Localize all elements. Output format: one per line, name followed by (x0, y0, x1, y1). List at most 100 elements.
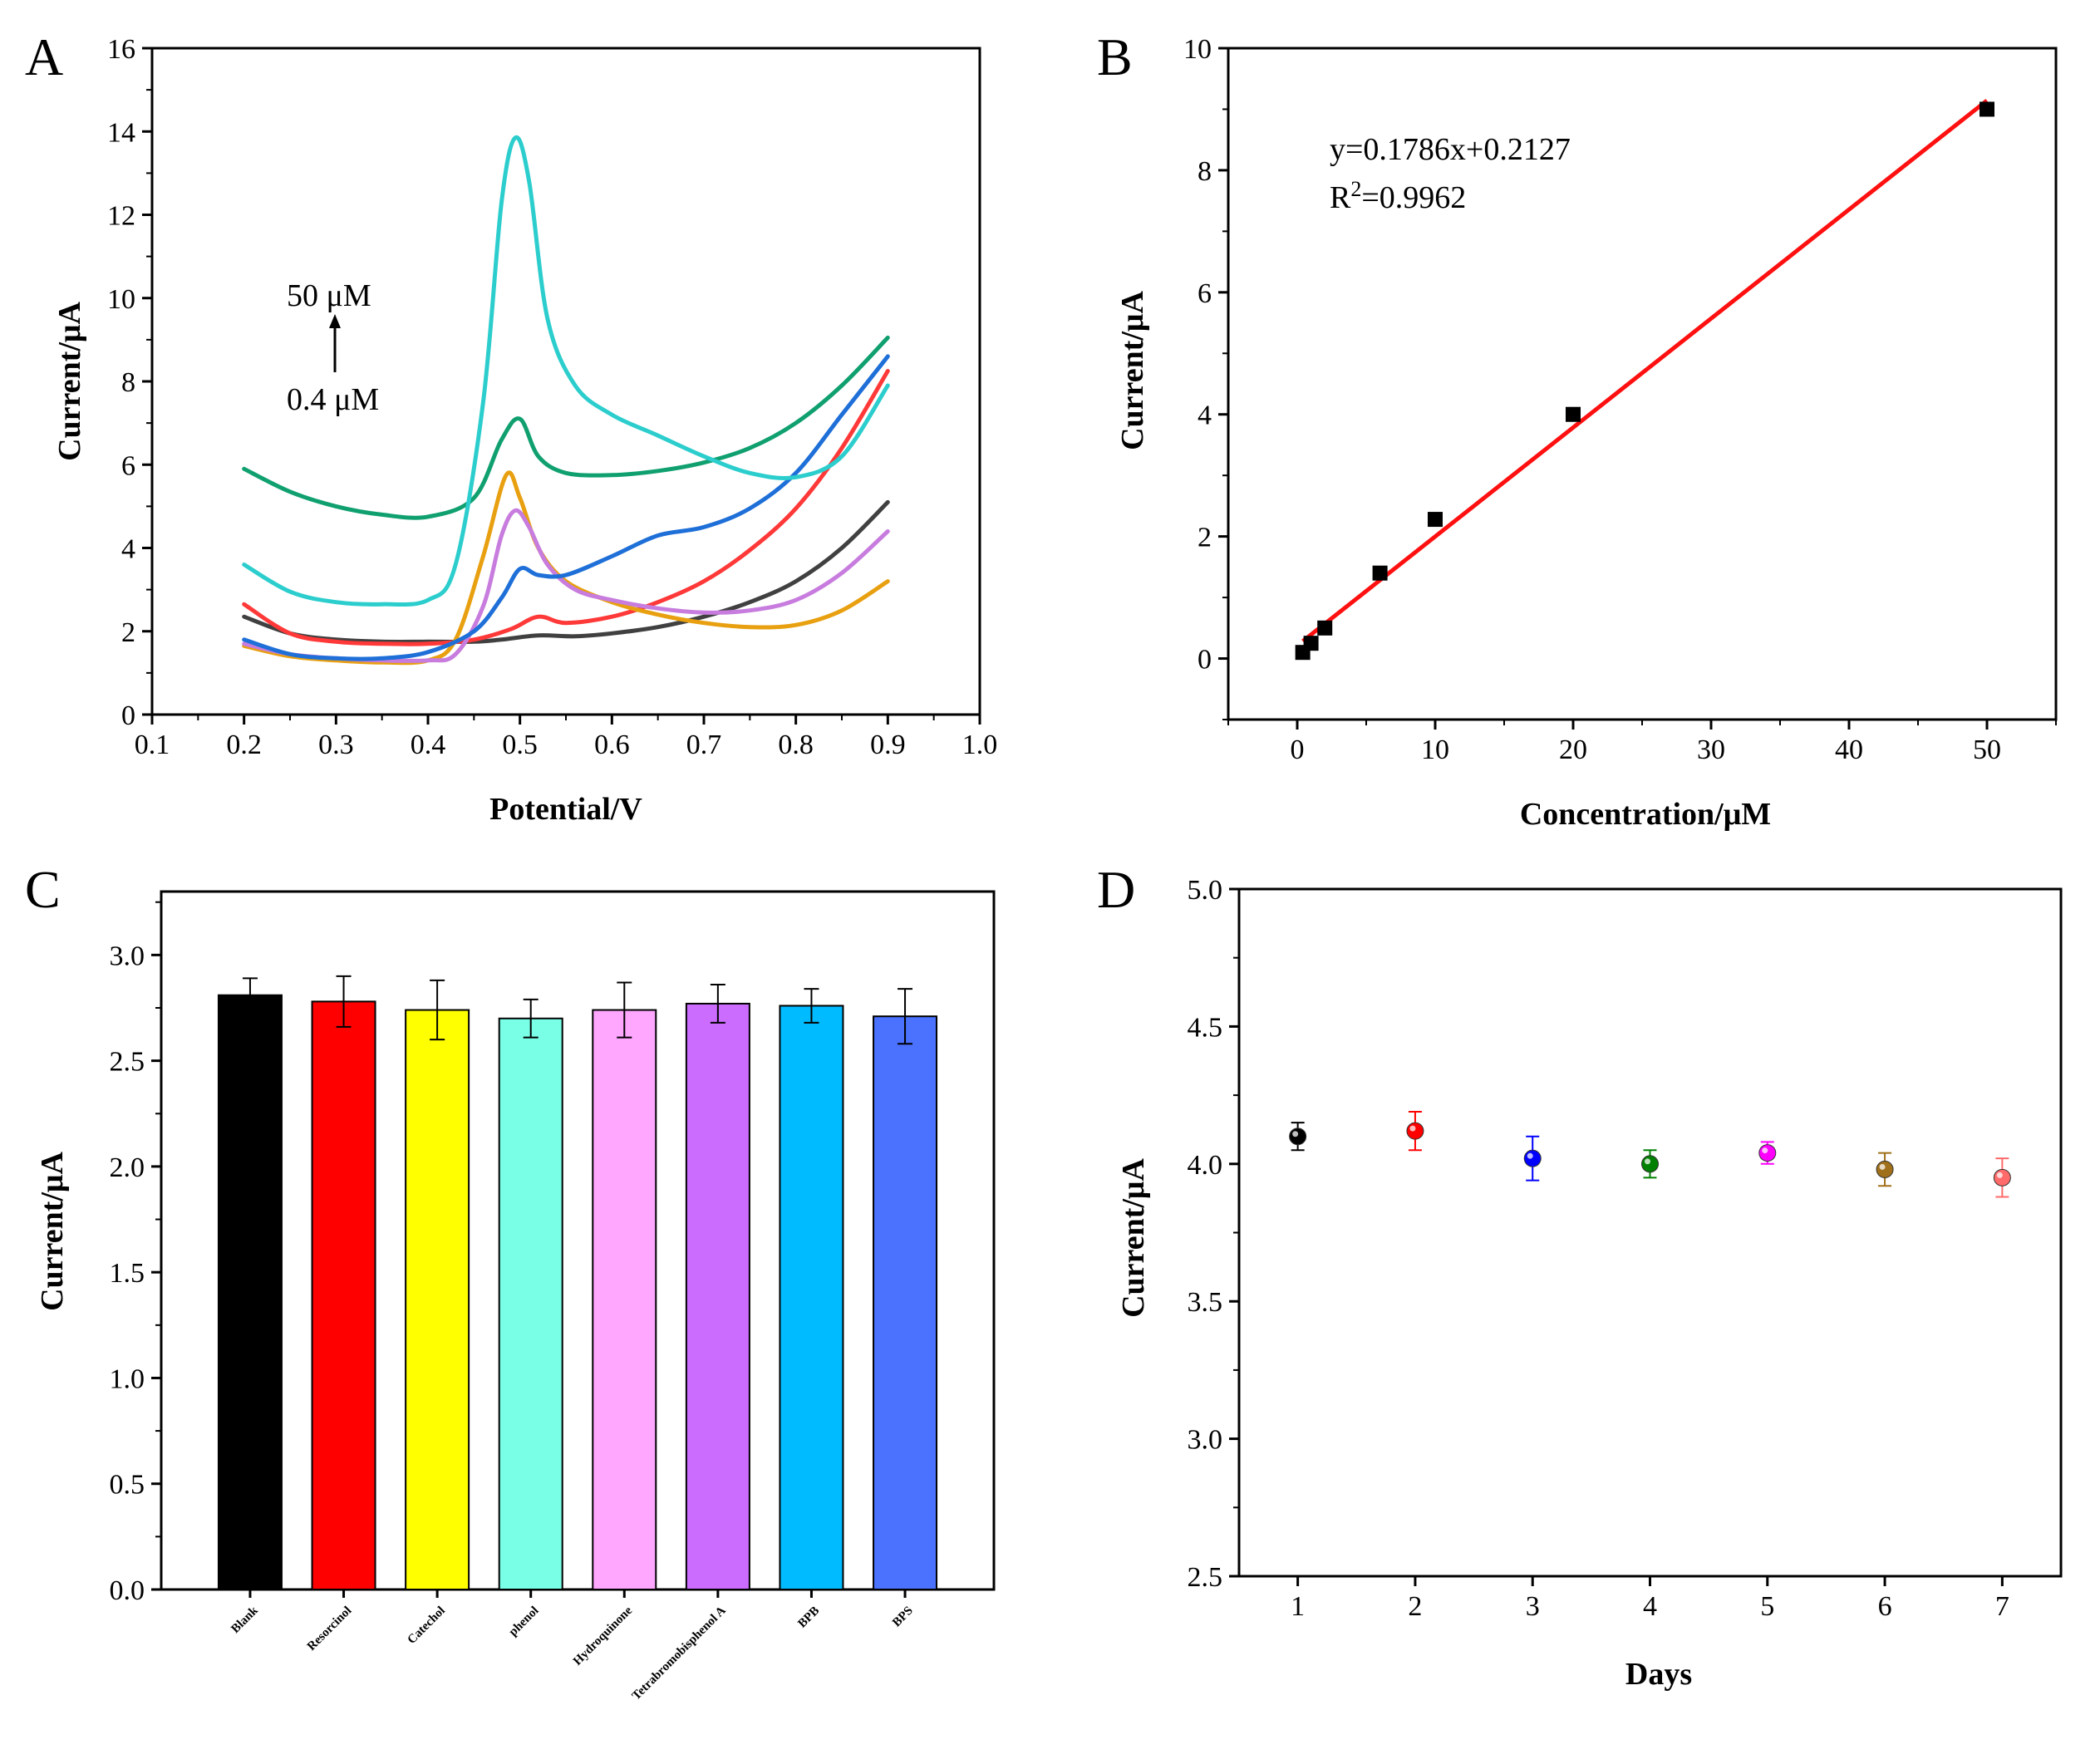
panel-d-x-tick-label: 2 (1408, 1591, 1422, 1622)
panel-d-y-tick-label: 4.0 (1188, 1150, 1223, 1181)
panel-b-y-tick-label: 6 (1198, 278, 1212, 309)
panel-d-x-tick-label: 6 (1878, 1591, 1892, 1622)
panel-d-data-point (1641, 1155, 1659, 1173)
panel-a-y-tick-label: 16 (107, 34, 135, 65)
panel-c-y-tick-label: 2.5 (110, 1047, 145, 1078)
panel-a-series-line (242, 369, 890, 646)
panel-a-annotation-bottom: 0.4 μM (287, 382, 379, 417)
panel-d-x-tick-label: 5 (1760, 1591, 1774, 1622)
panel-a-x-tick-label: 0.7 (686, 730, 722, 760)
panel-a-y-tick-label: 12 (107, 201, 135, 232)
panel-d-y-axis-label: Current/μA (1116, 1158, 1151, 1318)
panel-a-x-tick-label: 0.9 (870, 730, 906, 760)
panel-d-axis-ticks: 1 2 3 4 5 6 7 2.5 3.0 3.5 4.0 4.5 5.0 (1188, 875, 2009, 1622)
panel-a-y-tick-label: 8 (121, 367, 135, 398)
panel-d-data-point (1406, 1122, 1424, 1140)
panel-b-equation: y=0.1786x+0.2127 (1330, 132, 1571, 167)
panel-d-x-tick-label: 4 (1643, 1591, 1657, 1622)
panel-d-point-highlight (1996, 1172, 2003, 1178)
panel-d-data-point (1523, 1149, 1542, 1167)
panel-c-bar (498, 1017, 563, 1590)
panel-a-series (242, 135, 890, 666)
panel-d-y-tick-label: 5.0 (1188, 875, 1223, 906)
panel-d-point-highlight (1409, 1125, 1416, 1132)
panel-a-y-tick-label: 14 (107, 117, 135, 148)
panel-c-category-label: phenol (507, 1604, 542, 1639)
panel-c: C 0.0 0.5 1.0 1.5 2.0 2.5 3.0 Blank Resorcinol C… (25, 860, 996, 1702)
panel-c-bar (779, 1005, 844, 1591)
panel-c-category-label: Blank (229, 1604, 261, 1636)
panel-d-y-tick-label: 3.0 (1188, 1425, 1223, 1456)
panel-b-label: B (1097, 27, 1133, 86)
panel-c-category-label: Catechol (406, 1604, 448, 1647)
panel-c-category-label: Resorcinol (305, 1604, 354, 1653)
panel-b-r-squared: R2=0.9962 (1330, 177, 1466, 215)
panel-d-point-highlight (1879, 1163, 1886, 1170)
panel-a-series-line (242, 135, 890, 607)
panel-a-x-tick-label: 0.1 (135, 730, 170, 760)
panel-b-y-tick-label: 4 (1198, 400, 1212, 431)
panel-c-series: Blank Resorcinol Catechol phenol Hydroquinon… (217, 975, 938, 1702)
panel-a-x-tick-label: 0.4 (411, 730, 446, 760)
panel-a-label: A (25, 27, 63, 86)
panel-b-y-tick-label: 0 (1198, 645, 1212, 676)
panel-a-x-tick-label: 0.5 (502, 730, 538, 760)
panel-a-y-tick-label: 6 (121, 450, 135, 481)
panel-a-x-tick-label: 0.2 (226, 730, 262, 760)
panel-d-plot-frame (1237, 887, 2063, 1578)
panel-b-x-axis-label: Concentration/μM (1520, 797, 1771, 832)
panel-b-x-tick-label: 50 (1973, 735, 2001, 765)
panel-c-bar (685, 1002, 750, 1590)
panel-b-y-tick-label: 2 (1198, 523, 1212, 553)
panel-b-series (1295, 99, 1994, 661)
panel-d-point-highlight (1645, 1158, 1650, 1165)
panel-b-data-point (1303, 636, 1319, 651)
panel-a-arrow-head (329, 314, 341, 328)
panel-c-plot-frame (160, 890, 996, 1591)
panel-a-x-tick-label: 0.3 (318, 730, 354, 760)
panel-b-x-tick-label: 0 (1291, 735, 1305, 765)
panel-c-y-tick-label: 3.0 (110, 941, 145, 971)
panel-b-data-point (1317, 620, 1333, 636)
panel-d-y-tick-label: 2.5 (1188, 1562, 1223, 1593)
panel-d-x-tick-label: 3 (1526, 1591, 1540, 1622)
panel-b-fit-line (1301, 99, 1989, 643)
panel-c-bar (405, 1009, 470, 1590)
panel-c-y-axis-label: Current/μA (35, 1152, 70, 1311)
panel-b-data-point (1566, 406, 1581, 422)
panel-a-series-line (242, 499, 890, 644)
panel-a-plot-frame (150, 47, 981, 716)
panel-a-y-axis-label: Current/μA (52, 302, 87, 461)
panel-a-x-tick-label: 0.6 (594, 730, 630, 760)
panel-a-series-line (242, 354, 890, 661)
panel-d-x-axis-label: Days (1625, 1657, 1692, 1692)
panel-d-label: D (1097, 860, 1135, 919)
panel-a-x-tick-label: 0.8 (778, 730, 814, 760)
panel-d-point-highlight (1527, 1152, 1533, 1159)
panel-d-y-tick-label: 4.5 (1188, 1012, 1223, 1043)
panel-c-category-label: Tetrabromobisphenol A (630, 1604, 729, 1702)
panel-c-bar (592, 1009, 657, 1590)
panel-b-y-tick-label: 8 (1198, 156, 1212, 187)
panel-c-y-tick-label: 0.0 (110, 1575, 145, 1606)
panel-c-category-label: BPB (795, 1604, 822, 1631)
panel-d-data-point (1876, 1160, 1894, 1178)
panel-a-y-tick-label: 0 (121, 700, 135, 731)
panel-a-x-axis-label: Potential/V (489, 792, 642, 827)
panel-b-data-point (1428, 512, 1443, 528)
panel-d-point-highlight (1762, 1147, 1768, 1154)
panel-c-category-label: Hydroquinone (571, 1604, 635, 1668)
panel-a-y-tick-label: 4 (121, 534, 135, 565)
panel-a-annotation-top: 50 μM (287, 278, 371, 313)
panel-b-r2-superscript: 2 (1350, 177, 1361, 201)
panel-a: A 0.1 0.2 0.3 0.4 0.5 0.6 0.7 0.8 0.9 1.0 0 2 4 6 8 10 1… (25, 27, 997, 827)
panel-c-y-tick-label: 1.5 (110, 1258, 145, 1289)
panel-d-data-point (1993, 1168, 2011, 1187)
panel-d-x-tick-label: 7 (1995, 1591, 2009, 1622)
panel-c-y-tick-label: 1.0 (110, 1363, 145, 1394)
panel-b-y-tick-label: 10 (1183, 34, 1212, 65)
panel-c-y-tick-label: 2.0 (110, 1152, 145, 1183)
panel-a-y-tick-label: 2 (121, 617, 135, 648)
panel-c-y-tick-label: 0.5 (110, 1470, 145, 1501)
panel-b-r2-value: =0.9962 (1361, 180, 1466, 215)
